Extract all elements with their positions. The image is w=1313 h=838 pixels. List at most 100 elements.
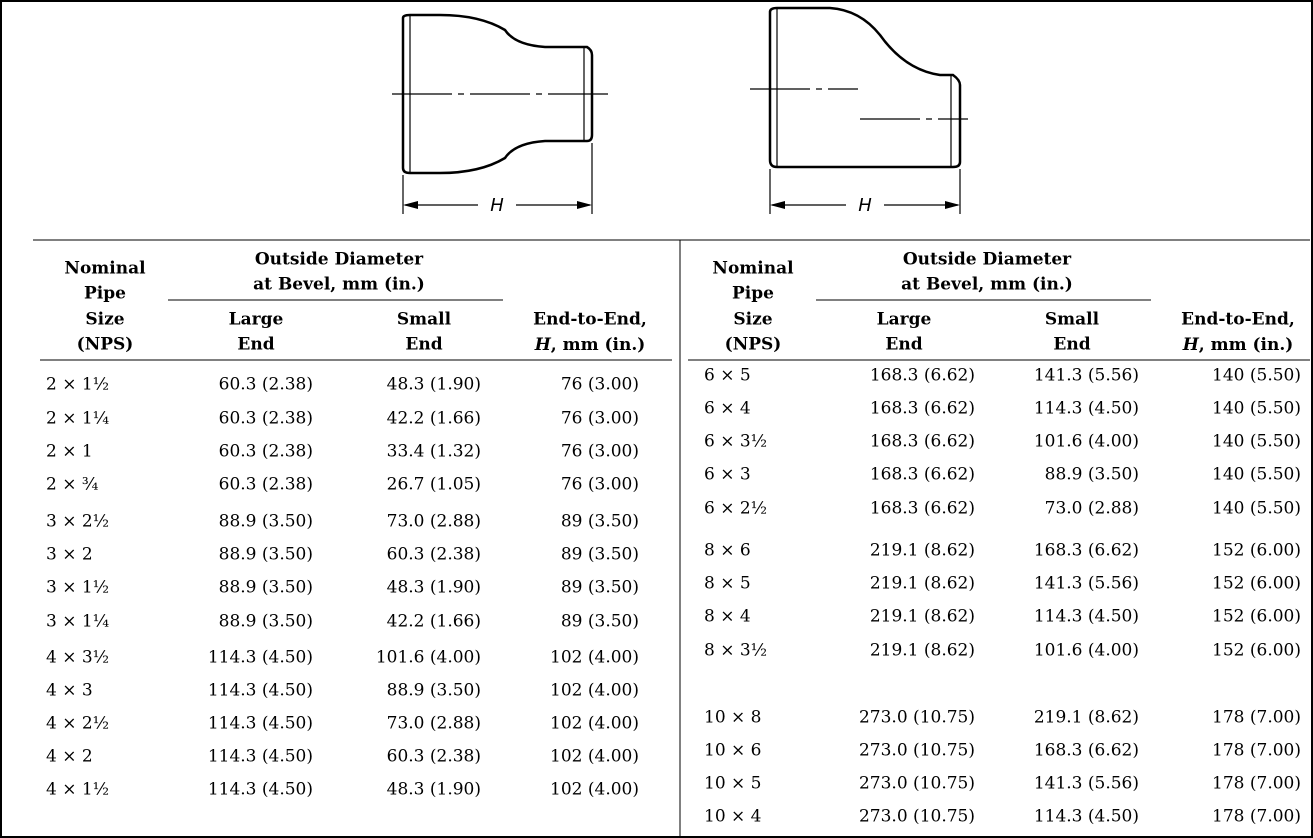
end-to-end-cell: 152 (6.00) — [1212, 574, 1301, 594]
large-end-cell: 168.3 (6.62) — [870, 399, 975, 419]
end-to-end-cell: 140 (5.50) — [1212, 465, 1301, 485]
large-end-cell: 219.1 (8.62) — [870, 607, 975, 627]
header-end-to-end: H, mm (in.) — [1182, 335, 1294, 355]
end-to-end-cell: 140 (5.50) — [1212, 399, 1301, 419]
large-end-cell: 219.1 (8.62) — [870, 574, 975, 594]
header-nominal: (NPS) — [725, 335, 782, 355]
small-end-cell: 141.3 (5.56) — [1034, 574, 1139, 594]
large-end-cell: 88.9 (3.50) — [219, 545, 313, 565]
large-end-cell: 88.9 (3.50) — [219, 512, 313, 532]
header-h: H — [534, 335, 552, 355]
header-small-end: End — [1053, 335, 1090, 355]
small-end-cell: 101.6 (4.00) — [376, 648, 481, 668]
large-end-cell: 60.3 (2.38) — [219, 375, 313, 395]
small-end-cell: 60.3 (2.38) — [387, 545, 481, 565]
nps-cell: 8 × 4 — [704, 607, 751, 627]
end-to-end-cell: 140 (5.50) — [1212, 432, 1301, 452]
end-to-end-cell: 102 (4.00) — [550, 648, 639, 668]
nps-cell: 4 × 2 — [46, 747, 93, 767]
large-end-cell: 114.3 (4.50) — [208, 714, 313, 734]
nps-cell: 8 × 3½ — [704, 641, 767, 661]
header-outside-diameter: Outside Diameter — [255, 250, 424, 270]
nps-cell: 2 × 1 — [46, 442, 93, 462]
nps-cell: 4 × 3½ — [46, 648, 109, 668]
large-end-cell: 219.1 (8.62) — [870, 541, 975, 561]
end-to-end-cell: 102 (4.00) — [550, 780, 639, 800]
small-end-cell: 73.0 (2.88) — [1045, 499, 1139, 519]
concentric-reducer-diagram: H — [392, 13, 612, 216]
end-to-end-cell: 89 (3.50) — [561, 612, 639, 632]
header-large-end: End — [885, 335, 922, 355]
small-end-cell: 101.6 (4.00) — [1034, 432, 1139, 452]
end-to-end-cell: 89 (3.50) — [561, 545, 639, 565]
small-end-cell: 168.3 (6.62) — [1034, 741, 1139, 761]
header-large-end: Large — [877, 310, 932, 330]
nps-cell: 10 × 8 — [704, 708, 762, 728]
end-to-end-cell: 89 (3.50) — [561, 578, 639, 598]
large-end-cell: 219.1 (8.62) — [870, 641, 975, 661]
nps-cell: 10 × 5 — [704, 774, 762, 794]
header-nominal: Pipe — [84, 284, 126, 304]
large-end-cell: 60.3 (2.38) — [219, 442, 313, 462]
end-to-end-cell: 76 (3.00) — [561, 442, 639, 462]
header-small-end: Small — [1045, 310, 1100, 330]
header-end-to-end: H, mm (in.) — [534, 335, 646, 355]
small-end-cell: 219.1 (8.62) — [1034, 708, 1139, 728]
dimension-label: H — [490, 195, 504, 216]
nps-cell: 8 × 6 — [704, 541, 751, 561]
header-end-to-end: End-to-End, — [533, 310, 647, 330]
end-to-end-cell: 102 (4.00) — [550, 747, 639, 767]
large-end-cell: 88.9 (3.50) — [219, 578, 313, 598]
small-end-cell: 114.3 (4.50) — [1034, 607, 1139, 627]
nps-cell: 6 × 2½ — [704, 499, 767, 519]
header-small-end: Small — [397, 310, 452, 330]
end-to-end-cell: 152 (6.00) — [1212, 641, 1301, 661]
end-to-end-cell: 152 (6.00) — [1212, 607, 1301, 627]
end-to-end-cell: 76 (3.00) — [561, 409, 639, 429]
large-end-cell: 168.3 (6.62) — [870, 432, 975, 452]
nps-cell: 8 × 5 — [704, 574, 751, 594]
nps-cell: 2 × ¾ — [46, 475, 98, 495]
large-end-cell: 168.3 (6.62) — [870, 366, 975, 386]
large-end-cell: 60.3 (2.38) — [219, 475, 313, 495]
small-end-cell: 48.3 (1.90) — [387, 780, 481, 800]
nps-cell: 6 × 4 — [704, 399, 751, 419]
large-end-cell: 114.3 (4.50) — [208, 648, 313, 668]
header-large-end: End — [237, 335, 274, 355]
nps-cell: 3 × 2½ — [46, 512, 109, 532]
end-to-end-cell: 76 (3.00) — [561, 375, 639, 395]
header-outside-diameter: at Bevel, mm (in.) — [901, 275, 1073, 295]
header-large-end: Large — [229, 310, 284, 330]
nps-cell: 3 × 1¼ — [46, 612, 109, 632]
small-end-cell: 42.2 (1.66) — [387, 612, 481, 632]
header-outside-diameter: Outside Diameter — [903, 250, 1072, 270]
header-nominal: Nominal — [712, 259, 794, 279]
header-nominal: (NPS) — [77, 335, 134, 355]
large-end-cell: 114.3 (4.50) — [208, 747, 313, 767]
nps-cell: 2 × 1¼ — [46, 409, 109, 429]
small-end-cell: 42.2 (1.66) — [387, 409, 481, 429]
end-to-end-cell: 89 (3.50) — [561, 512, 639, 532]
header-h: H — [1182, 335, 1200, 355]
large-end-cell: 273.0 (10.75) — [859, 741, 975, 761]
header-nominal: Size — [85, 310, 124, 330]
end-to-end-cell: 178 (7.00) — [1212, 708, 1301, 728]
nps-cell: 4 × 1½ — [46, 780, 109, 800]
small-end-cell: 141.3 (5.56) — [1034, 774, 1139, 794]
nps-cell: 2 × 1½ — [46, 375, 109, 395]
nps-cell: 10 × 4 — [704, 807, 762, 827]
small-end-cell: 114.3 (4.50) — [1034, 807, 1139, 827]
end-to-end-cell: 76 (3.00) — [561, 475, 639, 495]
small-end-cell: 101.6 (4.00) — [1034, 641, 1139, 661]
nps-cell: 6 × 3½ — [704, 432, 767, 452]
nps-cell: 6 × 5 — [704, 366, 751, 386]
header-units: , mm (in.) — [1199, 335, 1294, 355]
small-end-cell: 88.9 (3.50) — [387, 681, 481, 701]
small-end-cell: 48.3 (1.90) — [387, 375, 481, 395]
nps-cell: 6 × 3 — [704, 465, 751, 485]
header-outside-diameter: at Bevel, mm (in.) — [253, 275, 425, 295]
large-end-cell: 114.3 (4.50) — [208, 681, 313, 701]
nps-cell: 4 × 3 — [46, 681, 93, 701]
